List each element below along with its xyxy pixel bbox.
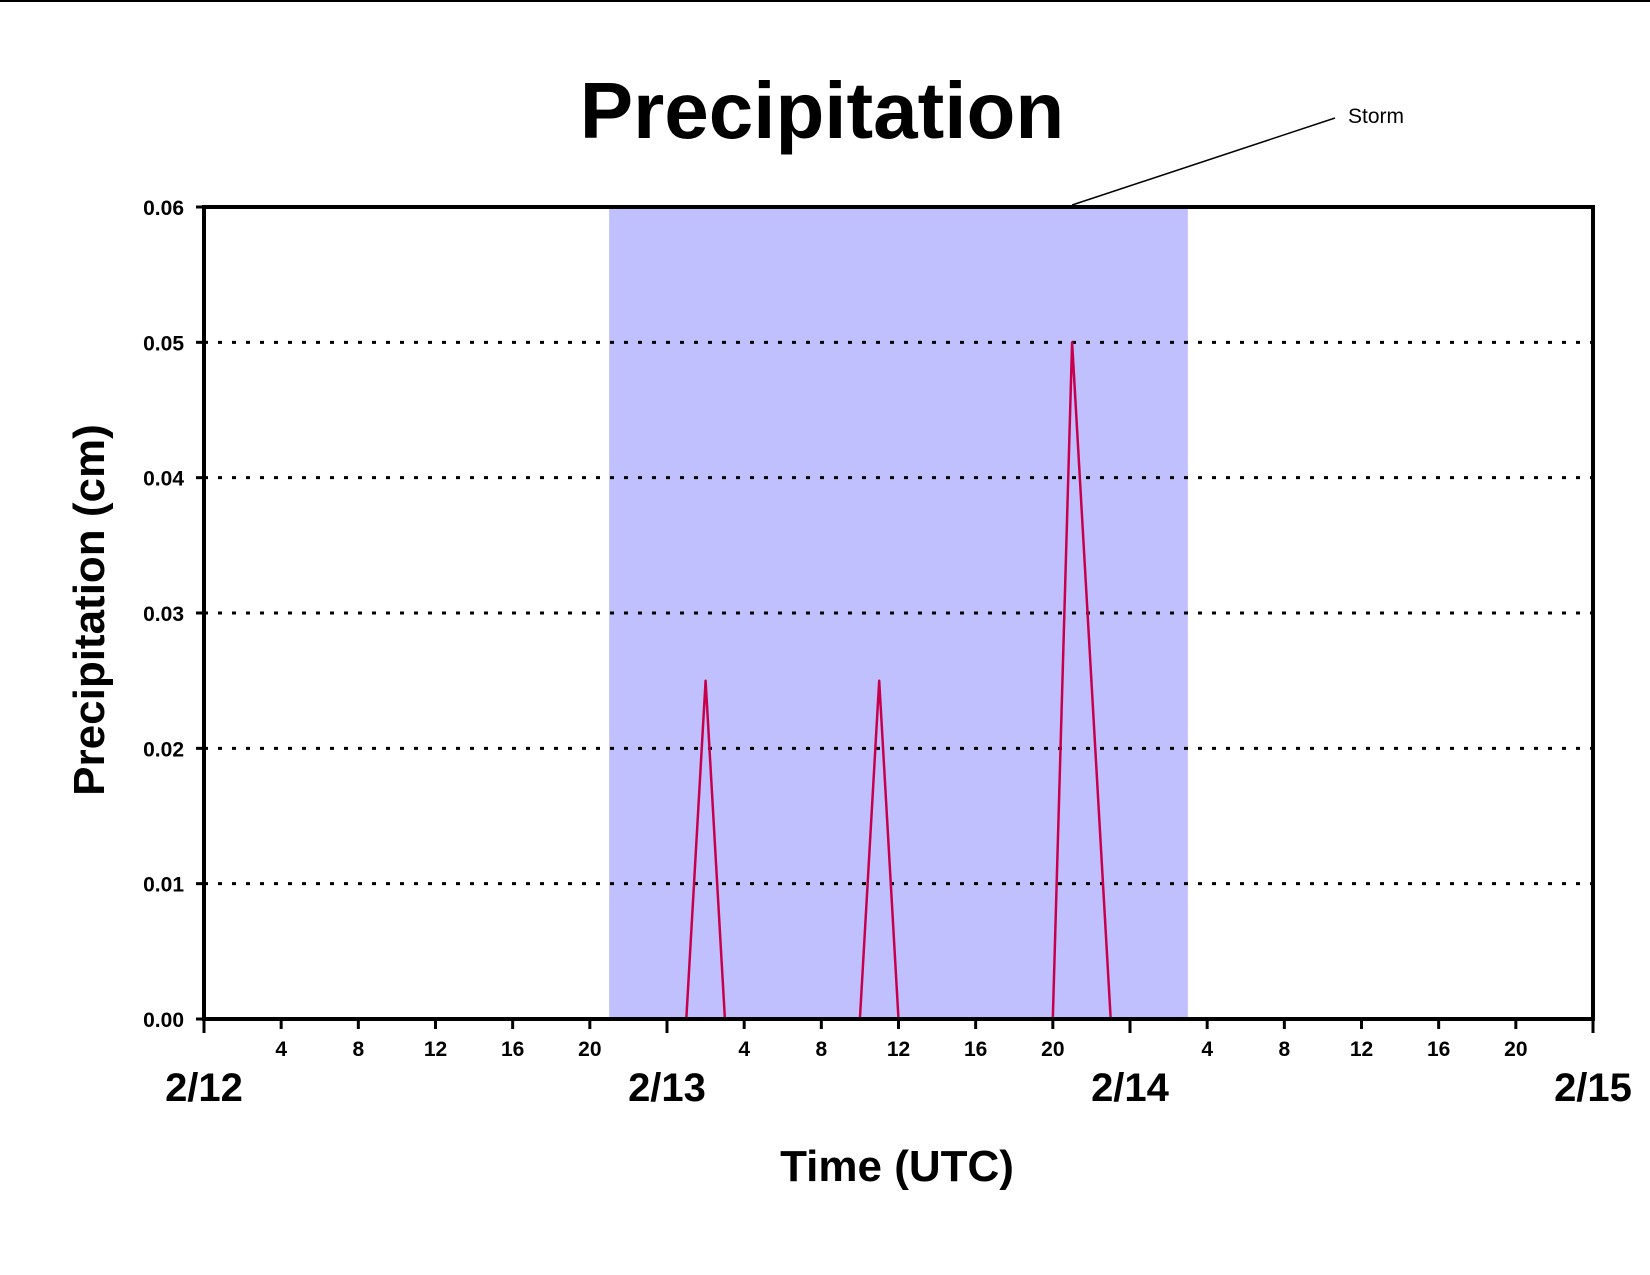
y-tick-label: 0.05 xyxy=(143,332,184,355)
x-hour-tick-label: 8 xyxy=(352,1038,364,1061)
y-tick-label: 0.01 xyxy=(143,874,184,897)
y-tick-label: 0.02 xyxy=(143,738,184,761)
x-hour-tick-label: 8 xyxy=(815,1038,827,1061)
x-date-label: 2/12 xyxy=(165,1066,243,1110)
data-point xyxy=(878,679,881,682)
x-hour-tick-label: 20 xyxy=(1041,1038,1064,1061)
precipitation-series-line xyxy=(204,342,1593,1021)
storm-annotation-leader xyxy=(1071,117,1336,206)
plot-area: 0.00 0.01 0.02 0.03 0.04 0.05 0.06 2/12 4 8 12 16 20… xyxy=(143,105,1632,1110)
storm-shaded-region xyxy=(609,207,1188,1019)
storm-annotation-label: Storm xyxy=(1348,105,1404,128)
x-hour-tick-label: 16 xyxy=(501,1038,524,1061)
data-point xyxy=(704,679,707,682)
chart-title: Precipitation xyxy=(580,66,1065,155)
x-hour-tick-label: 20 xyxy=(578,1038,601,1061)
y-tick-label: 0.04 xyxy=(143,468,184,491)
x-date-label: 2/13 xyxy=(628,1066,706,1110)
x-hour-tick-label: 12 xyxy=(887,1038,910,1061)
x-hour-tick-label: 8 xyxy=(1278,1038,1290,1061)
x-axis-label: Time (UTC) xyxy=(780,1142,1014,1191)
y-tick-label: 0.06 xyxy=(143,197,184,220)
y-tick-label: 0.00 xyxy=(143,1009,184,1032)
x-hour-tick-label: 20 xyxy=(1504,1038,1527,1061)
x-hour-tick-label: 4 xyxy=(275,1038,287,1061)
x-date-label: 2/14 xyxy=(1091,1066,1170,1110)
x-date-label: 2/15 xyxy=(1554,1066,1632,1110)
y-axis-label: Precipitation (cm) xyxy=(65,424,114,796)
x-hour-tick-label: 16 xyxy=(964,1038,987,1061)
x-hour-tick-label: 4 xyxy=(738,1038,750,1061)
x-hour-tick-label: 16 xyxy=(1427,1038,1450,1061)
x-hour-tick-label: 12 xyxy=(1350,1038,1373,1061)
data-point xyxy=(1090,679,1093,682)
x-hour-tick-label: 12 xyxy=(424,1038,447,1061)
data-point xyxy=(1070,341,1074,344)
y-tick-label: 0.03 xyxy=(143,603,184,626)
x-hour-tick-label: 4 xyxy=(1201,1038,1213,1061)
